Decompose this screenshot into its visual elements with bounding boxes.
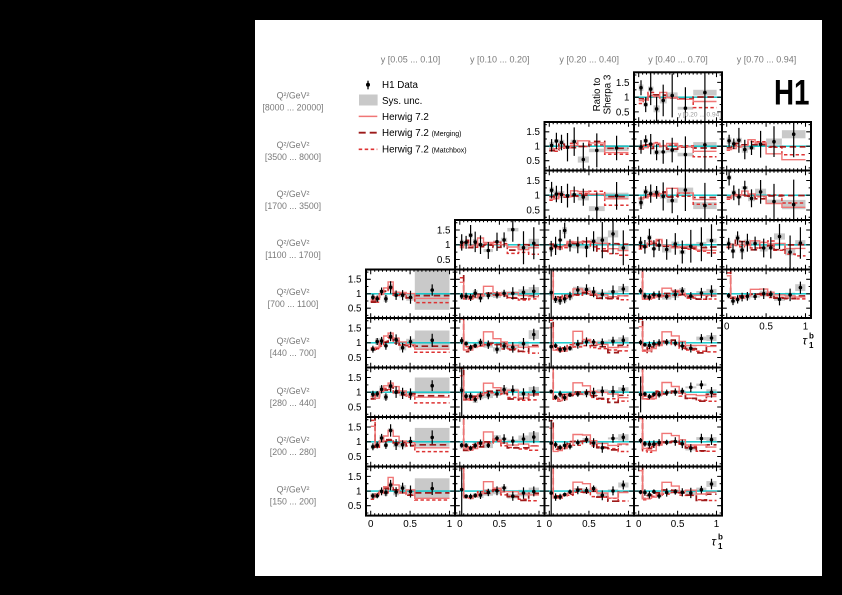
svg-text:b: b (809, 332, 814, 341)
svg-text:Q²/GeV²: Q²/GeV² (277, 336, 310, 346)
svg-text:0.5: 0.5 (348, 353, 362, 364)
svg-text:Herwig 7.2 (Merging): Herwig 7.2 (Merging) (382, 128, 462, 139)
svg-text:Q²/GeV²: Q²/GeV² (277, 435, 310, 445)
svg-text:[150 ... 200]: [150 ... 200] (270, 497, 316, 507)
svg-text:1: 1 (624, 93, 629, 104)
svg-text:1.5: 1.5 (348, 275, 362, 286)
svg-text:0.5: 0.5 (671, 519, 685, 530)
svg-text:1: 1 (718, 542, 723, 551)
svg-text:0.5: 0.5 (582, 519, 596, 530)
svg-text:1.5: 1.5 (616, 78, 630, 89)
svg-text:1: 1 (356, 338, 361, 349)
svg-text:0.5: 0.5 (526, 205, 540, 216)
svg-text:y [0.05 ... 0.10]: y [0.05 ... 0.10] (381, 55, 441, 65)
svg-text:0.5: 0.5 (493, 519, 507, 530)
svg-text:y [0.40 ... 0.70]: y [0.40 ... 0.70] (648, 55, 708, 65)
svg-text:1: 1 (535, 191, 540, 202)
svg-text:1.5: 1.5 (348, 323, 362, 334)
svg-text:Q²/GeV²: Q²/GeV² (277, 485, 310, 495)
svg-text:1.5: 1.5 (526, 176, 540, 187)
svg-text:0.5: 0.5 (348, 402, 362, 413)
svg-text:1: 1 (714, 519, 719, 530)
svg-text:[200 ... 280]: [200 ... 280] (270, 447, 316, 457)
svg-text:y [0.20 ... 0.40]: y [0.20 ... 0.40] (559, 55, 619, 65)
svg-text:1.5: 1.5 (348, 373, 362, 384)
svg-text:0: 0 (368, 519, 374, 530)
svg-text:[3500 ... 8000]: [3500 ... 8000] (265, 152, 321, 162)
svg-text:Q²/GeV²: Q²/GeV² (277, 287, 310, 297)
svg-text:Herwig 7.2: Herwig 7.2 (382, 112, 429, 123)
svg-text:1: 1 (447, 519, 452, 530)
svg-text:[280 ... 440]: [280 ... 440] (270, 398, 316, 408)
svg-text:y [0.10 ... 0.20]: y [0.10 ... 0.20] (470, 55, 530, 65)
svg-text:0: 0 (724, 322, 730, 333)
svg-text:0.5: 0.5 (348, 501, 362, 512)
svg-text:1: 1 (356, 437, 361, 448)
svg-text:1: 1 (535, 142, 540, 153)
svg-text:1.5: 1.5 (437, 225, 451, 236)
svg-text:0.5: 0.5 (348, 452, 362, 463)
svg-text:H1 Data: H1 Data (382, 80, 418, 91)
svg-text:Sys. unc.: Sys. unc. (382, 96, 422, 107)
svg-text:H1: H1 (774, 74, 810, 113)
svg-text:0: 0 (457, 519, 463, 530)
svg-text:0.5: 0.5 (403, 519, 417, 530)
svg-text:y [0.20 ... 0.94]: y [0.20 ... 0.94] (678, 112, 721, 119)
svg-text:Q²/GeV²: Q²/GeV² (277, 238, 310, 248)
svg-text:Q²/GeV²: Q²/GeV² (277, 189, 310, 199)
svg-text:[1100 ... 1700]: [1100 ... 1700] (265, 250, 321, 260)
svg-text:1.5: 1.5 (348, 422, 362, 433)
svg-text:y [0.70 ... 0.94]: y [0.70 ... 0.94] (737, 55, 797, 65)
svg-text:b: b (718, 533, 723, 542)
svg-text:1: 1 (626, 519, 631, 530)
svg-text:Q²/GeV²: Q²/GeV² (277, 91, 310, 101)
svg-text:τ: τ (712, 535, 718, 549)
svg-text:Sherpa 3: Sherpa 3 (603, 74, 614, 114)
svg-text:Q²/GeV²: Q²/GeV² (277, 386, 310, 396)
svg-text:0.5: 0.5 (526, 156, 540, 167)
svg-text:1: 1 (536, 519, 541, 530)
svg-text:Herwig 7.2 (Matchbox): Herwig 7.2 (Matchbox) (382, 145, 467, 156)
svg-text:1: 1 (445, 240, 450, 251)
svg-text:0.5: 0.5 (348, 304, 362, 315)
svg-text:1: 1 (809, 341, 814, 350)
svg-text:1.5: 1.5 (348, 472, 362, 483)
svg-text:0.5: 0.5 (616, 107, 630, 118)
svg-text:1: 1 (356, 289, 361, 300)
svg-text:0.5: 0.5 (759, 322, 773, 333)
svg-text:Ratio to: Ratio to (592, 77, 603, 111)
svg-text:τ: τ (803, 334, 809, 348)
svg-text:0: 0 (636, 519, 642, 530)
svg-text:[1700 ... 3500]: [1700 ... 3500] (265, 201, 321, 211)
svg-text:[8000 ... 20000]: [8000 ... 20000] (262, 103, 323, 113)
svg-text:1.5: 1.5 (526, 127, 540, 138)
svg-text:1: 1 (356, 388, 361, 399)
svg-text:1: 1 (803, 322, 808, 333)
svg-text:0.5: 0.5 (437, 255, 451, 266)
svg-text:Q²/GeV²: Q²/GeV² (277, 140, 310, 150)
svg-text:[440 ... 700]: [440 ... 700] (270, 348, 316, 358)
svg-text:[700 ... 1100]: [700 ... 1100] (268, 299, 319, 309)
svg-text:1: 1 (356, 486, 361, 497)
svg-text:0: 0 (547, 519, 553, 530)
